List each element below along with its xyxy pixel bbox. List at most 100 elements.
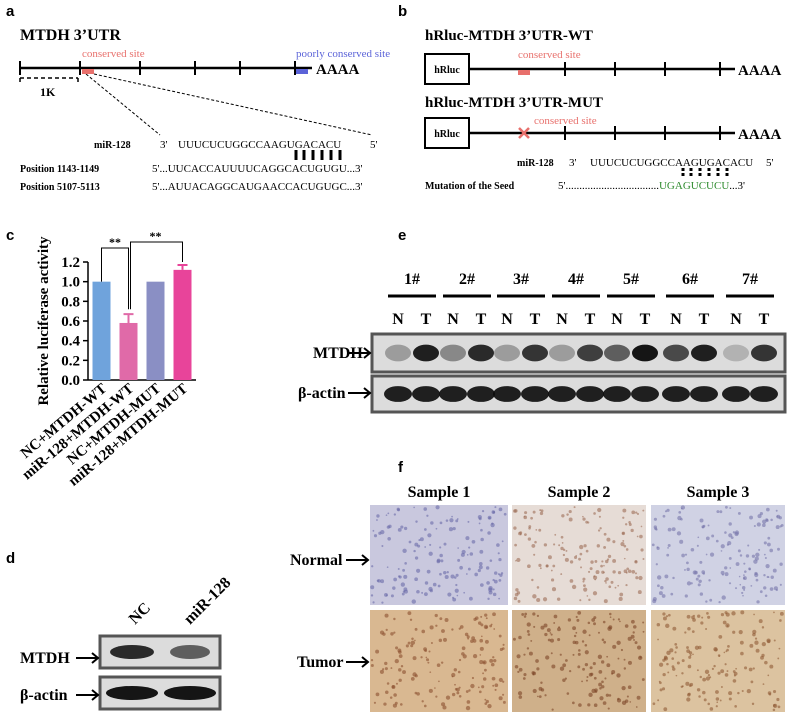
cell — [629, 701, 632, 703]
cell — [621, 531, 626, 536]
cell — [756, 600, 760, 604]
cell — [680, 507, 683, 510]
panel-label: e — [398, 227, 406, 244]
cell — [642, 630, 645, 633]
cell — [450, 574, 455, 579]
cell — [467, 567, 471, 571]
cell — [779, 619, 782, 622]
cell — [416, 568, 421, 573]
cell — [694, 645, 700, 650]
lane-label: T — [699, 311, 710, 328]
cell — [641, 678, 645, 681]
cell — [491, 522, 494, 525]
cell — [754, 640, 759, 645]
cell — [553, 614, 558, 619]
cell — [684, 594, 688, 598]
cell — [480, 528, 483, 532]
cell — [534, 540, 537, 544]
cell — [469, 552, 474, 556]
end: 5' — [370, 139, 378, 151]
bar — [146, 281, 165, 380]
cell — [435, 505, 440, 510]
cell — [640, 548, 644, 552]
cell — [603, 532, 607, 536]
cell — [763, 541, 767, 545]
cell — [562, 678, 566, 682]
cell — [630, 634, 635, 639]
cell — [607, 626, 612, 631]
cell — [559, 653, 562, 656]
cell — [454, 576, 457, 579]
cell — [583, 587, 588, 592]
cell — [581, 680, 583, 683]
cell — [437, 584, 441, 588]
cell — [480, 537, 484, 542]
band — [170, 644, 210, 660]
cell — [578, 649, 581, 652]
cell — [414, 577, 418, 582]
cell — [770, 575, 774, 579]
band — [110, 644, 154, 660]
cell — [653, 517, 657, 521]
cell — [592, 591, 598, 596]
cell — [469, 596, 473, 601]
cell — [680, 685, 684, 689]
cell — [628, 521, 631, 524]
cell — [593, 676, 597, 680]
row-name: Position 5107-5113 — [20, 182, 100, 193]
cell — [574, 555, 578, 559]
cell — [483, 668, 487, 672]
band — [690, 386, 718, 402]
cell — [398, 668, 402, 672]
cell — [523, 515, 526, 518]
cell — [414, 556, 419, 560]
cell — [482, 677, 487, 681]
cell — [426, 569, 431, 574]
cell — [472, 638, 477, 643]
cell — [720, 669, 725, 674]
cell — [424, 581, 429, 585]
cell — [428, 551, 433, 556]
cell — [655, 528, 658, 531]
cell — [393, 577, 397, 582]
cell — [412, 656, 417, 661]
cell — [625, 583, 628, 587]
cell — [696, 669, 699, 672]
cell — [397, 527, 402, 532]
cell — [681, 659, 685, 663]
band — [663, 344, 689, 362]
annotation: poorly conserved site — [296, 48, 390, 60]
cell — [620, 542, 625, 547]
cell — [532, 612, 536, 616]
cell — [478, 522, 481, 525]
cell — [709, 552, 715, 557]
cell — [606, 655, 609, 658]
cell — [603, 564, 605, 567]
cell — [598, 682, 603, 687]
cell — [395, 646, 399, 650]
band — [723, 344, 749, 362]
group-label: 5# — [623, 271, 639, 288]
cell — [424, 528, 427, 531]
cell — [627, 660, 632, 665]
cell — [532, 594, 537, 599]
cell — [549, 632, 552, 634]
cell — [697, 614, 701, 618]
panel-label: c — [6, 227, 14, 244]
cell — [606, 663, 611, 668]
cell — [687, 626, 691, 631]
cell — [397, 567, 400, 570]
cell — [426, 514, 429, 517]
cell — [479, 646, 484, 651]
cell — [767, 674, 770, 677]
cell — [386, 525, 391, 529]
cell — [542, 597, 548, 602]
cell — [370, 585, 375, 590]
cell — [720, 570, 725, 575]
cell — [679, 539, 684, 544]
cell — [535, 659, 539, 663]
cell — [518, 635, 522, 640]
cell — [622, 516, 625, 519]
cell — [656, 575, 662, 580]
cell — [556, 597, 561, 601]
